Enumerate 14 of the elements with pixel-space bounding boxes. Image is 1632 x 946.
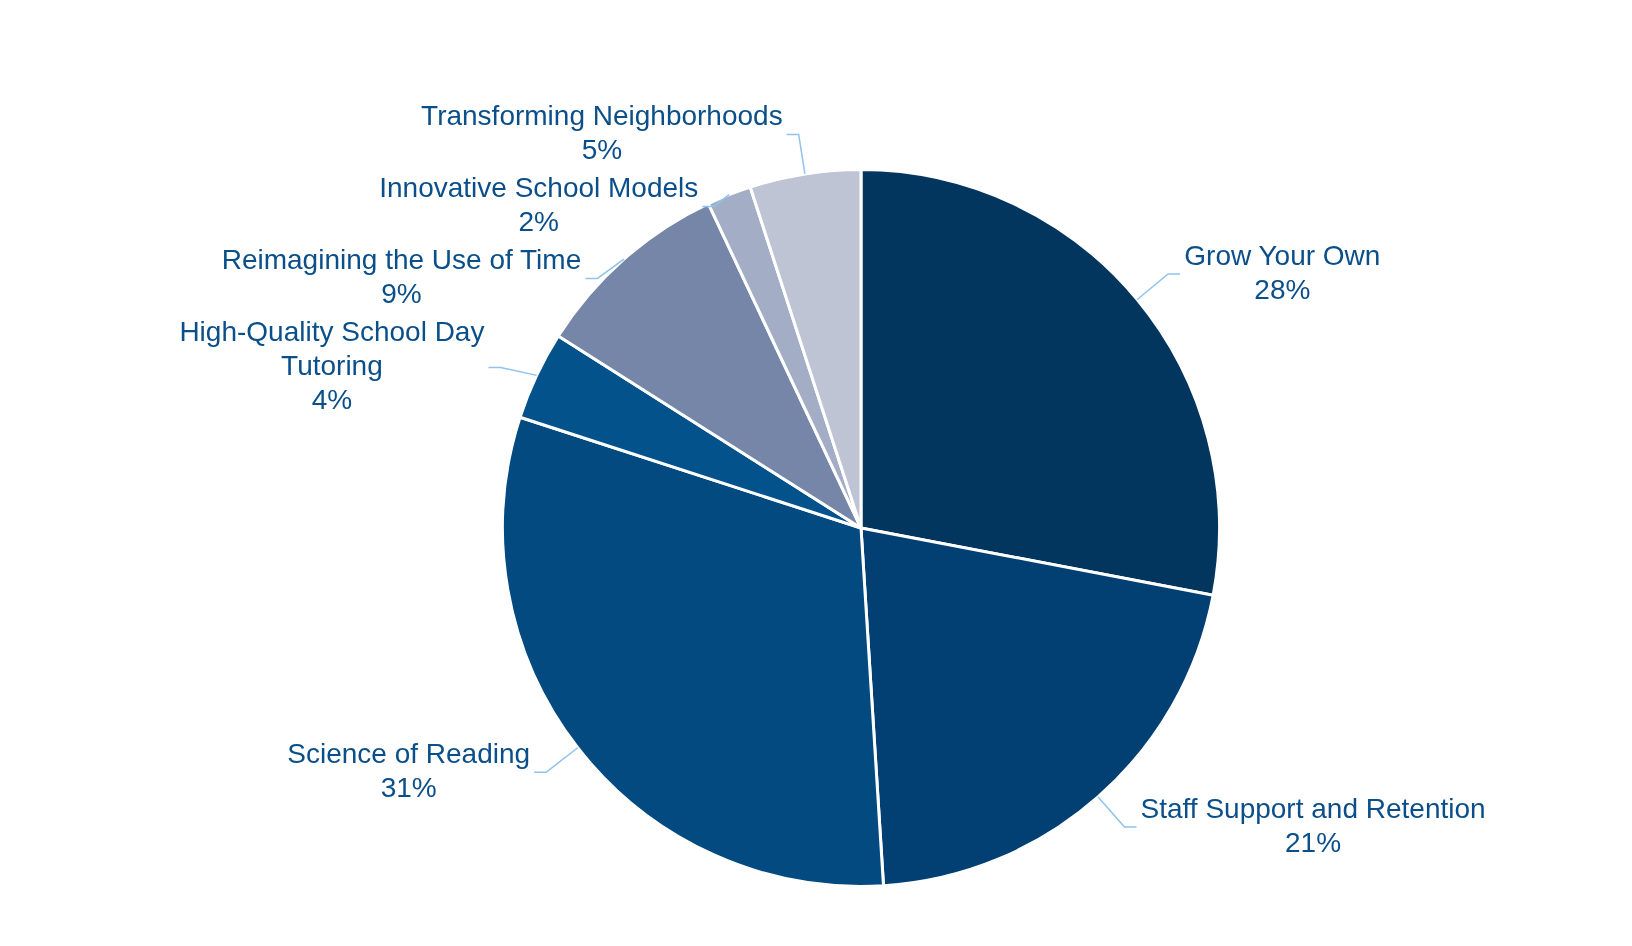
data-label: 9% [381, 278, 422, 310]
slice-label: Staff Support and Retention [1140, 792, 1486, 824]
data-label: 5% [581, 134, 623, 166]
data-label: 28% [1254, 273, 1311, 305]
slice-label: Reimagining the Use of Time [221, 244, 582, 276]
slice-label: Grow Your Own [1184, 239, 1381, 271]
data-label: 21% [1285, 826, 1342, 858]
slice-label: Transforming Neighborhoods [421, 100, 783, 132]
slice-label: High-Quality School Day Tutoring [179, 316, 485, 382]
slice-label: Innovative School Models [379, 172, 699, 204]
data-label: 31% [380, 771, 437, 803]
data-label: 2% [518, 206, 559, 238]
slice-label: Science of Reading [287, 737, 531, 769]
data-label: 4% [311, 384, 353, 416]
